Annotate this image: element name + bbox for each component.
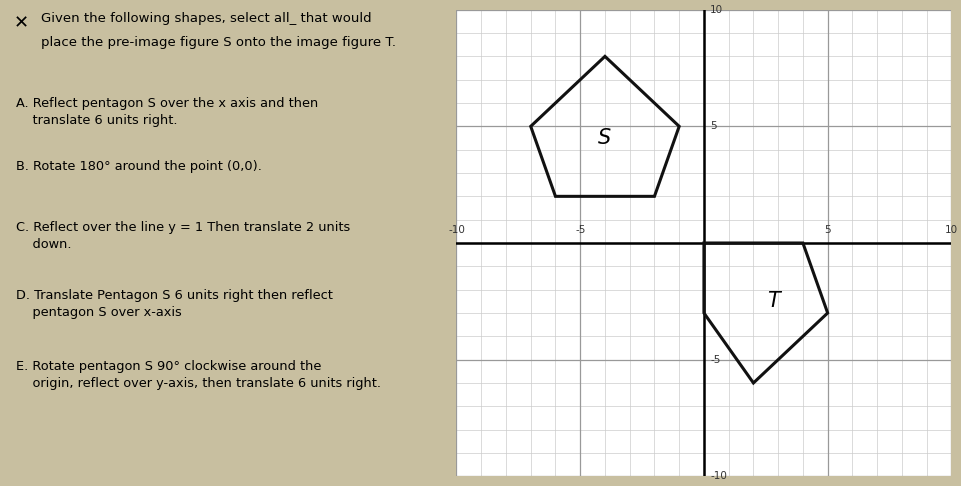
Text: E. Rotate pentagon S 90° clockwise around the
    origin, reflect over y-axis, t: E. Rotate pentagon S 90° clockwise aroun… — [16, 360, 381, 390]
Text: B. Rotate 180° around the point (0,0).: B. Rotate 180° around the point (0,0). — [16, 160, 261, 174]
Text: 5: 5 — [710, 122, 717, 131]
Text: -5: -5 — [575, 225, 585, 235]
Text: -10: -10 — [448, 225, 465, 235]
Text: A. Reflect pentagon S over the x axis and then
    translate 6 units right.: A. Reflect pentagon S over the x axis an… — [16, 97, 318, 127]
Text: Given the following shapes, select all_ that would: Given the following shapes, select all_ … — [41, 12, 372, 25]
Text: ✕: ✕ — [13, 15, 29, 33]
Text: S: S — [599, 128, 611, 148]
Text: 10: 10 — [945, 225, 958, 235]
Text: D. Translate Pentagon S 6 units right then reflect
    pentagon S over x-axis: D. Translate Pentagon S 6 units right th… — [16, 289, 333, 319]
Text: T: T — [767, 291, 779, 312]
Text: C. Reflect over the line y = 1 Then translate 2 units
    down.: C. Reflect over the line y = 1 Then tran… — [16, 221, 350, 251]
Text: 5: 5 — [825, 225, 831, 235]
Text: place the pre-image figure S onto the image figure T.: place the pre-image figure S onto the im… — [41, 36, 396, 50]
Text: -10: -10 — [710, 471, 727, 481]
Text: 10: 10 — [710, 5, 724, 15]
Text: -5: -5 — [710, 355, 721, 364]
